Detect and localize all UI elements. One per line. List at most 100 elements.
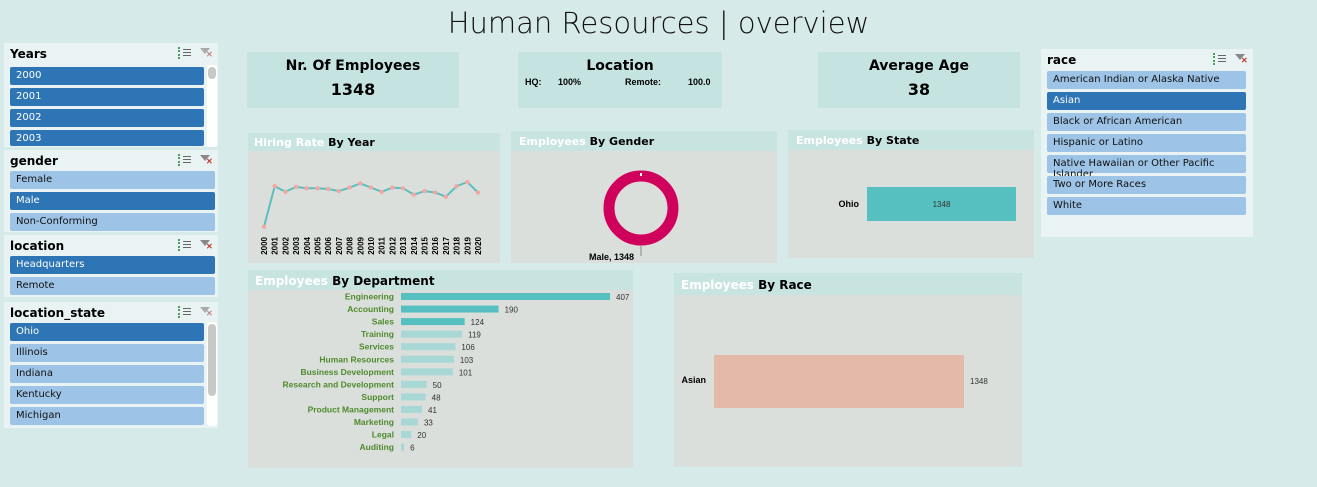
hiring-point bbox=[347, 185, 352, 190]
race-item-american-indian[interactable]: American Indian or Alaska Native bbox=[1047, 71, 1246, 89]
hiring-panel-header: Hiring Rate By Year bbox=[248, 133, 500, 151]
hiring-point bbox=[400, 186, 406, 191]
years-item-2000[interactable]: 2000 bbox=[10, 67, 204, 85]
race-data-label: 1348 bbox=[970, 377, 988, 386]
age-card-title: Average Age bbox=[868, 58, 970, 74]
hiring-x-tick: 2020 bbox=[474, 236, 483, 254]
department-title-dark: By Department bbox=[327, 274, 435, 288]
department-data-label: 106 bbox=[461, 343, 475, 352]
multi-select-icon[interactable] bbox=[1213, 53, 1226, 65]
department-category-label: Marketing bbox=[354, 417, 394, 427]
gender-item-female[interactable]: Female bbox=[10, 171, 215, 189]
location-item-remote[interactable]: Remote bbox=[10, 277, 215, 295]
gender-item-non-conforming[interactable]: Non-Conforming bbox=[10, 213, 215, 231]
hiring-x-tick: 2002 bbox=[281, 236, 290, 254]
state-item-illinois[interactable]: Illinois bbox=[10, 344, 204, 362]
hiring-point bbox=[326, 186, 331, 192]
race-item-two-or-more[interactable]: Two or More Races bbox=[1047, 176, 1246, 194]
years-scrollbar[interactable] bbox=[207, 65, 217, 147]
hiring-panel: Hiring Rate By Year 2000 2001 2002 2003 2004… bbox=[248, 133, 500, 263]
state-title-light: Employees bbox=[796, 134, 863, 147]
clear-filter-icon[interactable] bbox=[200, 239, 213, 251]
department-data-label: 41 bbox=[428, 406, 437, 415]
race-item-asian[interactable]: Asian bbox=[1047, 92, 1246, 110]
department-bar bbox=[401, 380, 427, 388]
state-item-indiana[interactable]: Indiana bbox=[10, 365, 204, 383]
gender-donut-chart bbox=[603, 170, 679, 256]
race-item-black[interactable]: Black or African American bbox=[1047, 113, 1246, 131]
department-data-label: 6 bbox=[410, 444, 415, 453]
location-slicer-title: location bbox=[10, 239, 65, 253]
race-slicer-header: race bbox=[1041, 49, 1253, 71]
hiring-point bbox=[465, 179, 470, 185]
gender-item-male[interactable]: Male bbox=[10, 192, 215, 210]
hiring-x-tick: 2018 bbox=[453, 236, 462, 254]
hiring-point bbox=[475, 190, 481, 195]
race-slicer-title: race bbox=[1047, 53, 1077, 67]
multi-select-icon[interactable] bbox=[178, 154, 191, 166]
department-bar bbox=[401, 343, 456, 351]
hiring-point bbox=[293, 184, 299, 190]
department-panel-header: Employees By Department bbox=[248, 270, 633, 290]
hiring-point bbox=[390, 185, 395, 190]
multi-select-icon[interactable] bbox=[178, 47, 191, 59]
hiring-point bbox=[336, 188, 342, 194]
hiring-x-tick: 2004 bbox=[303, 236, 312, 254]
race-slicer: race American Indian or Alaska Native As… bbox=[1041, 49, 1253, 237]
hiring-point bbox=[433, 190, 438, 195]
department-category-label: Support bbox=[361, 392, 394, 402]
department-data-label: 33 bbox=[424, 419, 433, 428]
state-scrollbar[interactable] bbox=[207, 322, 217, 426]
department-data-label: 101 bbox=[459, 368, 473, 377]
employees-card-value: 1348 bbox=[330, 80, 376, 99]
hiring-point bbox=[283, 189, 288, 194]
hiring-point bbox=[315, 186, 320, 191]
years-slicer: Years 2000 2001 2002 2003 bbox=[4, 43, 218, 147]
hiring-x-tick: 2006 bbox=[324, 236, 333, 254]
department-bar bbox=[401, 305, 499, 313]
state-item-kentucky[interactable]: Kentucky bbox=[10, 386, 204, 404]
department-data-label: 190 bbox=[505, 306, 519, 315]
race-item-hispanic[interactable]: Hispanic or Latino bbox=[1047, 134, 1246, 152]
location-item-headquarters[interactable]: Headquarters bbox=[10, 256, 215, 274]
state-item-michigan[interactable]: Michigan bbox=[10, 407, 204, 425]
clear-filter-icon[interactable] bbox=[200, 47, 213, 59]
years-scroll-thumb[interactable] bbox=[208, 67, 216, 79]
race-panel: Employees By Race Asian 1348 bbox=[674, 273, 1022, 467]
gender-panel-header: Employees By Gender bbox=[511, 131, 777, 151]
hiring-x-tick: 2012 bbox=[388, 236, 397, 254]
department-category-label: Accounting bbox=[347, 304, 394, 314]
department-bar bbox=[401, 418, 418, 426]
department-data-label: 103 bbox=[460, 356, 474, 365]
race-title-dark: By Race bbox=[753, 278, 812, 292]
hiring-point bbox=[443, 194, 449, 199]
race-item-native-hawaiian[interactable]: Native Hawaiian or Other Pacific Islande… bbox=[1047, 155, 1246, 180]
department-title-light: Employees bbox=[255, 274, 328, 288]
page-title: Human Resources | overview bbox=[447, 6, 870, 40]
state-item-ohio[interactable]: Ohio bbox=[10, 323, 204, 341]
hq-label: HQ: bbox=[525, 77, 542, 87]
years-item-2001[interactable]: 2001 bbox=[10, 88, 204, 106]
hiring-point bbox=[272, 184, 277, 189]
clear-filter-icon[interactable] bbox=[200, 154, 213, 166]
clear-filter-icon[interactable] bbox=[200, 306, 213, 318]
department-data-label: 48 bbox=[432, 393, 441, 402]
department-bar bbox=[401, 443, 405, 451]
years-item-2003[interactable]: 2003 bbox=[10, 130, 204, 146]
state-title-dark: By State bbox=[862, 134, 920, 147]
years-item-2002[interactable]: 2002 bbox=[10, 109, 204, 127]
race-item-white[interactable]: White bbox=[1047, 197, 1246, 215]
gender-data-label: Male, 1348 bbox=[589, 252, 635, 262]
clear-filter-icon[interactable] bbox=[1235, 53, 1248, 65]
race-bar bbox=[714, 355, 964, 408]
remote-label: Remote: bbox=[625, 77, 662, 87]
hiring-point bbox=[368, 185, 374, 190]
race-panel-header: Employees By Race bbox=[674, 273, 1022, 295]
multi-select-icon[interactable] bbox=[178, 239, 191, 251]
state-scroll-thumb[interactable] bbox=[208, 324, 216, 396]
hiring-x-tick: 2015 bbox=[421, 236, 430, 254]
multi-select-icon[interactable] bbox=[178, 306, 191, 318]
department-category-label: Services bbox=[359, 342, 394, 352]
hiring-point bbox=[411, 192, 416, 197]
